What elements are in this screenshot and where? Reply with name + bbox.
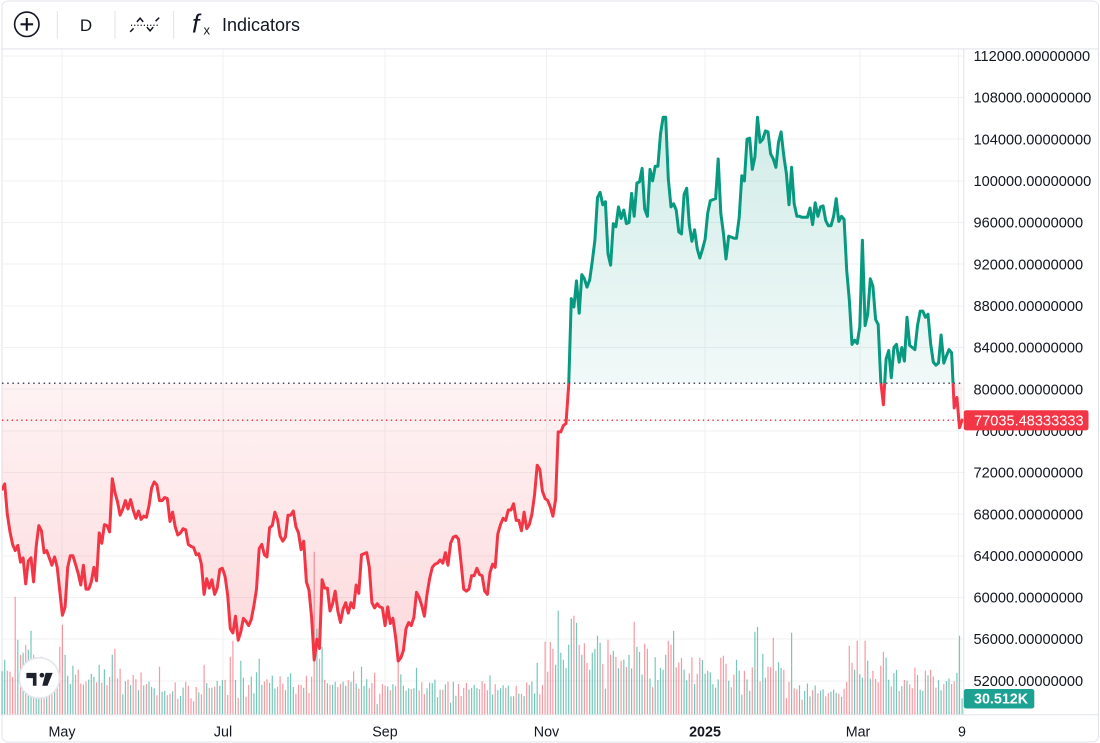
svg-text:52000.00000000: 52000.00000000 (974, 674, 1084, 690)
svg-text:Mar: Mar (846, 725, 871, 741)
svg-text:92000.00000000: 92000.00000000 (974, 257, 1084, 273)
svg-text:2025: 2025 (689, 725, 721, 741)
svg-text:72000.00000000: 72000.00000000 (974, 466, 1084, 482)
svg-text:84000.00000000: 84000.00000000 (974, 341, 1084, 357)
svg-text:60000.00000000: 60000.00000000 (974, 591, 1084, 607)
svg-text:x: x (204, 23, 211, 38)
svg-text:104000.00000000: 104000.00000000 (974, 132, 1092, 148)
svg-text:64000.00000000: 64000.00000000 (974, 549, 1084, 565)
svg-text:Jul: Jul (214, 725, 232, 741)
svg-text:68000.00000000: 68000.00000000 (974, 507, 1084, 523)
svg-text:May: May (48, 725, 76, 741)
svg-text:Sep: Sep (372, 725, 397, 741)
svg-text:Nov: Nov (534, 725, 560, 741)
svg-text:77035.48333333: 77035.48333333 (974, 414, 1084, 430)
svg-text:100000.00000000: 100000.00000000 (974, 174, 1092, 190)
svg-text:56000.00000000: 56000.00000000 (974, 632, 1084, 648)
svg-text:f: f (192, 9, 202, 39)
svg-text:108000.00000000: 108000.00000000 (974, 91, 1092, 107)
svg-text:D: D (80, 16, 92, 35)
svg-text:80000.00000000: 80000.00000000 (974, 382, 1084, 398)
svg-text:112000.00000000: 112000.00000000 (974, 49, 1091, 65)
svg-text:9: 9 (958, 725, 966, 741)
svg-text:96000.00000000: 96000.00000000 (974, 216, 1084, 232)
svg-text:30.512K: 30.512K (974, 692, 1029, 708)
svg-text:88000.00000000: 88000.00000000 (974, 299, 1084, 315)
svg-text:Indicators: Indicators (222, 15, 300, 35)
